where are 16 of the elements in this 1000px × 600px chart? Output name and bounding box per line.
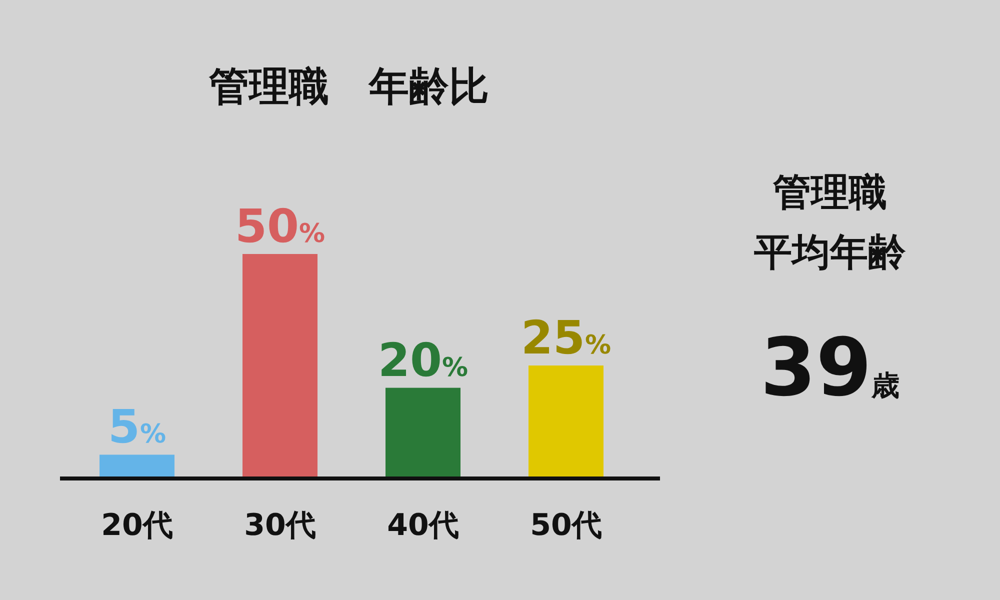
text: 39歳: [760, 321, 900, 414]
text: 平均年齢: [754, 230, 906, 274]
data-label: 20%: [378, 332, 468, 387]
bar: [242, 254, 318, 477]
bar: [386, 388, 460, 477]
data-label: 50%: [234, 199, 326, 253]
x-tick-label: 30代: [244, 508, 316, 543]
bar: [100, 454, 174, 477]
data-label: 25%: [520, 310, 612, 364]
x-tick-label: 20代: [101, 508, 173, 543]
bar: [528, 366, 604, 477]
x-tick-label: 50代: [530, 508, 602, 543]
x-tick-label: 40代: [387, 508, 459, 543]
data-label: 5%: [108, 400, 166, 454]
chart-title: 管理職 年齢比: [208, 64, 489, 110]
text: 管理職: [772, 170, 887, 214]
